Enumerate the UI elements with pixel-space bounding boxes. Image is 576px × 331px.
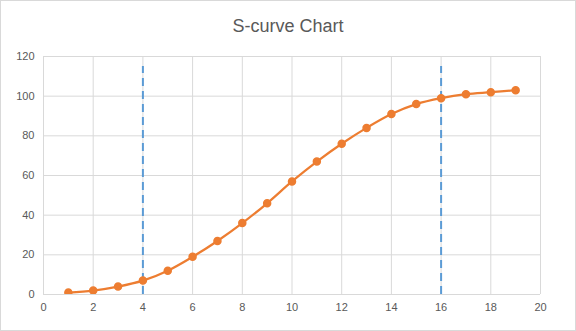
svg-text:120: 120 (16, 50, 34, 62)
svg-text:18: 18 (485, 301, 497, 313)
svg-text:0: 0 (40, 301, 46, 313)
svg-text:20: 20 (534, 301, 546, 313)
svg-text:80: 80 (22, 129, 34, 141)
svg-text:14: 14 (385, 301, 397, 313)
svg-text:60: 60 (22, 169, 34, 181)
svg-text:100: 100 (16, 90, 34, 102)
svg-text:20: 20 (22, 248, 34, 260)
html-text:S-curve Chart: S-curve Chart (232, 16, 344, 36)
svg-text:4: 4 (140, 301, 146, 313)
svg-text:8: 8 (239, 301, 245, 313)
svg-text:2: 2 (90, 301, 96, 313)
svg-text:0: 0 (28, 288, 34, 300)
svg-text:10: 10 (286, 301, 298, 313)
svg-text:16: 16 (435, 301, 447, 313)
svg-text:12: 12 (336, 301, 348, 313)
svg-text:6: 6 (190, 301, 196, 313)
svg-text:40: 40 (22, 209, 34, 221)
